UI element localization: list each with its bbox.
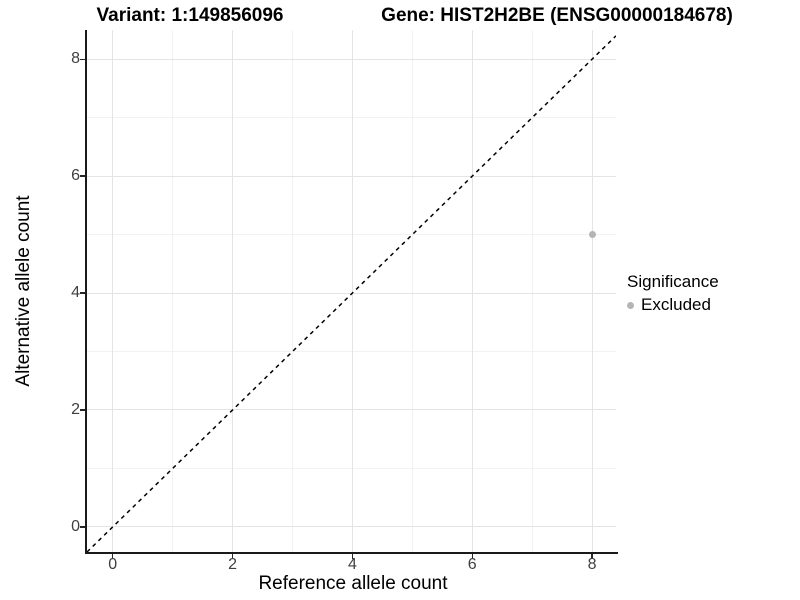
y-tick [80, 292, 85, 294]
y-tick [80, 175, 85, 177]
legend-item-excluded: Excluded [627, 295, 719, 315]
y-tick-label: 8 [71, 50, 80, 68]
y-major-gridline [87, 526, 616, 528]
plot-panel [87, 30, 616, 552]
x-tick [231, 554, 234, 559]
legend-title: Significance [627, 272, 719, 291]
x-major-gridline [591, 30, 593, 552]
excluded-swatch-icon [627, 301, 634, 309]
y-tick [80, 526, 85, 528]
x-minor-gridline [531, 30, 533, 552]
y-axis-line [85, 30, 87, 554]
x-tick [112, 554, 114, 559]
x-minor-gridline [291, 30, 293, 552]
y-tick [80, 409, 85, 411]
variant-title: Variant: 1:149856096 [96, 5, 284, 26]
x-axis-line [85, 552, 618, 554]
x-minor-gridline [172, 30, 174, 552]
y-minor-gridline [87, 351, 616, 352]
x-major-gridline [112, 30, 114, 552]
identity-line [87, 35, 616, 552]
x-tick [351, 554, 354, 559]
y-minor-gridline [87, 234, 616, 236]
x-tick-label: 0 [108, 556, 118, 573]
y-major-gridline [87, 58, 616, 60]
gene-title: Gene: HIST2H2BE (ENSG00000184678) [381, 5, 733, 26]
x-major-gridline [471, 30, 473, 552]
x-axis-title: Reference allele count [258, 573, 448, 594]
x-tick-label: 4 [347, 556, 357, 573]
x-minor-gridline [411, 30, 413, 552]
x-tick [591, 554, 593, 559]
y-major-gridline [87, 175, 616, 177]
y-minor-gridline [87, 467, 616, 469]
x-major-gridline [232, 30, 234, 552]
y-axis-title: Alternative allele count [13, 195, 34, 387]
data-point [588, 231, 596, 239]
y-minor-gridline [87, 117, 616, 119]
legend: Significance Excluded [627, 272, 719, 315]
y-tick-label: 4 [71, 284, 80, 302]
y-tick-label: 6 [71, 167, 80, 185]
legend-item-label: Excluded [641, 295, 711, 314]
y-tick [80, 58, 85, 60]
y-major-gridline [87, 409, 616, 411]
x-tick [471, 554, 473, 559]
x-major-gridline [351, 30, 353, 552]
y-tick-label: 2 [71, 400, 80, 418]
x-tick-label: 2 [228, 556, 238, 573]
y-tick-label: 0 [71, 517, 80, 535]
x-tick-label: 8 [587, 556, 597, 573]
x-tick-label: 6 [467, 556, 477, 573]
